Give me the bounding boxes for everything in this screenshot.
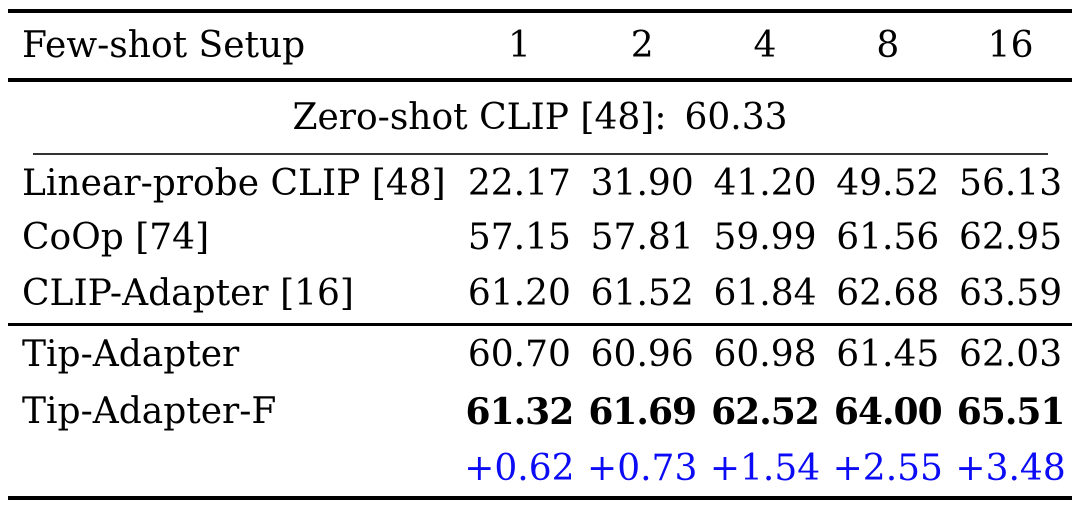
method-cell: Linear-probe CLIP [48] [22, 162, 446, 204]
table-row-tip-adapter: Tip-Adapter 60.70 60.96 60.98 61.45 62.0… [8, 326, 1072, 383]
gain-cell: +1.54 [709, 447, 821, 489]
value-cell: 61.20 [467, 272, 571, 314]
table-row-tip-adapter-f: Tip-Adapter-F 61.32 61.69 62.52 64.00 65… [8, 383, 1072, 440]
table-header-row: Few-shot Setup 1 2 4 8 16 [8, 13, 1072, 78]
results-table: Few-shot Setup 1 2 4 8 16 Zero-shot CLIP… [8, 9, 1072, 500]
method-cell: CoOp [74] [22, 216, 210, 258]
value-cell: 57.81 [590, 216, 694, 258]
value-cell: 62.68 [836, 272, 940, 314]
header-shot-16: 16 [987, 25, 1034, 66]
value-cell: 56.13 [959, 162, 1063, 204]
value-cell: 61.84 [713, 272, 817, 314]
zero-shot-value: 60.33 [684, 97, 788, 138]
value-cell: 60.96 [590, 334, 694, 375]
table-row-clip-adapter: CLIP-Adapter [16] 61.20 61.52 61.84 62.6… [8, 263, 1072, 323]
value-cell: 62.52 [711, 390, 820, 433]
table-row-coop: CoOp [74] 57.15 57.81 59.99 61.56 62.95 [8, 211, 1072, 263]
value-cell: 60.70 [467, 334, 571, 375]
value-cell: 22.17 [467, 162, 571, 204]
method-cell: Tip-Adapter [22, 334, 240, 375]
method-cell: CLIP-Adapter [16] [22, 272, 354, 314]
header-bottom-rule [8, 78, 1072, 82]
table-bottom-rule [8, 496, 1072, 500]
section-separator-rule [8, 323, 1072, 326]
value-cell: 61.32 [465, 390, 575, 433]
gain-cell: +0.73 [587, 447, 698, 489]
value-cell: 31.90 [590, 162, 694, 204]
value-cell: 59.99 [713, 216, 817, 258]
value-cell: 63.59 [959, 272, 1063, 314]
zero-shot-separator-rule [33, 153, 1048, 155]
value-cell: 61.56 [836, 216, 940, 258]
value-cell: 65.51 [956, 390, 1066, 433]
zero-shot-row: Zero-shot CLIP [48]: 60.33 [8, 82, 1072, 153]
zero-shot-label: Zero-shot CLIP [48]: [292, 97, 667, 138]
gain-cell: +0.62 [464, 447, 575, 489]
header-setup-label: Few-shot Setup [22, 25, 306, 66]
table-row-gains: +0.62 +0.73 +1.54 +2.55 +3.48 [8, 440, 1072, 496]
value-cell: 61.45 [836, 334, 940, 375]
value-cell: 64.00 [833, 390, 943, 433]
header-shot-2: 2 [630, 25, 654, 66]
value-cell: 62.95 [959, 216, 1063, 258]
value-cell: 60.98 [713, 334, 817, 375]
value-cell: 41.20 [713, 162, 817, 204]
table-row-linear-probe-clip: Linear-probe CLIP [48] 22.17 31.90 41.20… [8, 155, 1072, 211]
value-cell: 62.03 [959, 334, 1063, 375]
gain-cell: +2.55 [832, 447, 943, 489]
method-cell: Tip-Adapter-F [22, 391, 277, 432]
gain-cell: +3.48 [955, 447, 1066, 489]
value-cell: 49.52 [836, 162, 940, 204]
header-shot-8: 8 [876, 25, 900, 66]
value-cell: 61.69 [588, 390, 697, 433]
value-cell: 61.52 [590, 272, 694, 314]
table-top-rule [8, 9, 1072, 13]
value-cell: 57.15 [467, 216, 571, 258]
header-shot-4: 4 [753, 25, 777, 66]
header-shot-1: 1 [507, 25, 531, 66]
